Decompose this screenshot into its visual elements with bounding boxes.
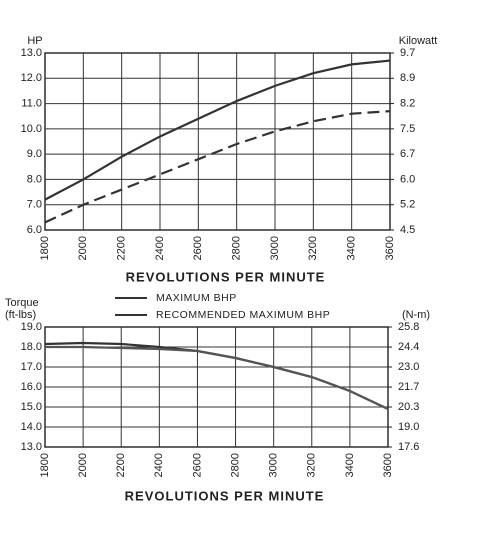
y2-tick-label: 5.2	[400, 199, 415, 211]
x-tick-label: 3600	[382, 453, 394, 477]
y-axis-title: Torque	[5, 297, 39, 309]
y-tick-label: 17.0	[21, 361, 42, 373]
y-tick-label: 15.0	[21, 401, 42, 413]
y2-tick-label: 8.2	[400, 97, 415, 109]
y-tick-label: 18.0	[21, 341, 42, 353]
x-tick-label: 3400	[346, 236, 358, 260]
x-tick-label: 3000	[269, 236, 281, 260]
y2-tick-label: 9.7	[400, 47, 415, 59]
y2-tick-label: 19.0	[398, 421, 419, 433]
x-tick-label: 2200	[116, 236, 128, 260]
y2-tick-label: 6.0	[400, 173, 415, 185]
y-tick-label: 7.0	[27, 199, 42, 211]
x-tick-label: 1800	[39, 236, 51, 260]
y2-tick-label: 20.3	[398, 401, 419, 413]
y-tick-label: 9.0	[27, 148, 42, 160]
y2-axis-title: (N-m)	[402, 309, 430, 321]
x-tick-label: 2600	[192, 236, 204, 260]
legend-label: RECOMMENDED MAXIMUM BHP	[156, 309, 330, 321]
y2-tick-label: 6.7	[400, 148, 415, 160]
x-tick-label: 3200	[307, 236, 319, 260]
y2-axis-title: Kilowatt	[399, 35, 438, 47]
y-tick-label: 6.0	[27, 224, 42, 236]
y-axis-title: HP	[27, 35, 42, 47]
y2-tick-label: 21.7	[398, 381, 419, 393]
y-tick-label: 13.0	[21, 47, 42, 59]
y-tick-label: 13.0	[21, 441, 42, 453]
y2-tick-label: 25.8	[398, 321, 419, 333]
plot-frame	[44, 52, 391, 231]
y-tick-label: 11.0	[21, 97, 42, 109]
y2-tick-label: 4.5	[400, 224, 415, 236]
y-tick-label: 14.0	[21, 421, 42, 433]
data-line	[45, 345, 389, 410]
x-tick-label: 3600	[384, 236, 396, 260]
x-tick-label: 3000	[268, 453, 280, 477]
x-tick-label: 2800	[229, 453, 241, 477]
x-tick-label: 1800	[39, 453, 51, 477]
x-tick-label: 2400	[154, 236, 166, 260]
x-axis-title: REVOLUTIONS PER MINUTE	[125, 488, 325, 503]
y2-tick-label: 24.4	[398, 341, 419, 353]
legend-label: MAXIMUM BHP	[156, 292, 237, 304]
x-tick-label: 3400	[344, 453, 356, 477]
y-tick-label: 8.0	[27, 173, 42, 185]
x-tick-label: 2000	[77, 453, 89, 477]
y2-tick-label: 7.5	[400, 123, 415, 135]
y-axis-title: (ft-lbs)	[5, 309, 36, 321]
x-tick-label: 2600	[191, 453, 203, 477]
x-tick-label: 2200	[115, 453, 127, 477]
x-tick-label: 3200	[306, 453, 318, 477]
y-tick-label: 12.0	[21, 72, 42, 84]
y-tick-label: 19.0	[21, 321, 42, 333]
x-tick-label: 2000	[77, 236, 89, 260]
x-tick-label: 2800	[231, 236, 243, 260]
y2-tick-label: 17.6	[398, 441, 419, 453]
data-line	[44, 341, 389, 410]
y-tick-label: 16.0	[21, 381, 42, 393]
y2-tick-label: 8.9	[400, 72, 415, 84]
y2-tick-label: 23.0	[398, 361, 419, 373]
x-axis-title: REVOLUTIONS PER MINUTE	[126, 269, 326, 284]
x-tick-label: 2400	[153, 453, 165, 477]
data-line	[44, 59, 391, 201]
y-tick-label: 10.0	[21, 123, 42, 135]
data-line	[44, 110, 391, 224]
